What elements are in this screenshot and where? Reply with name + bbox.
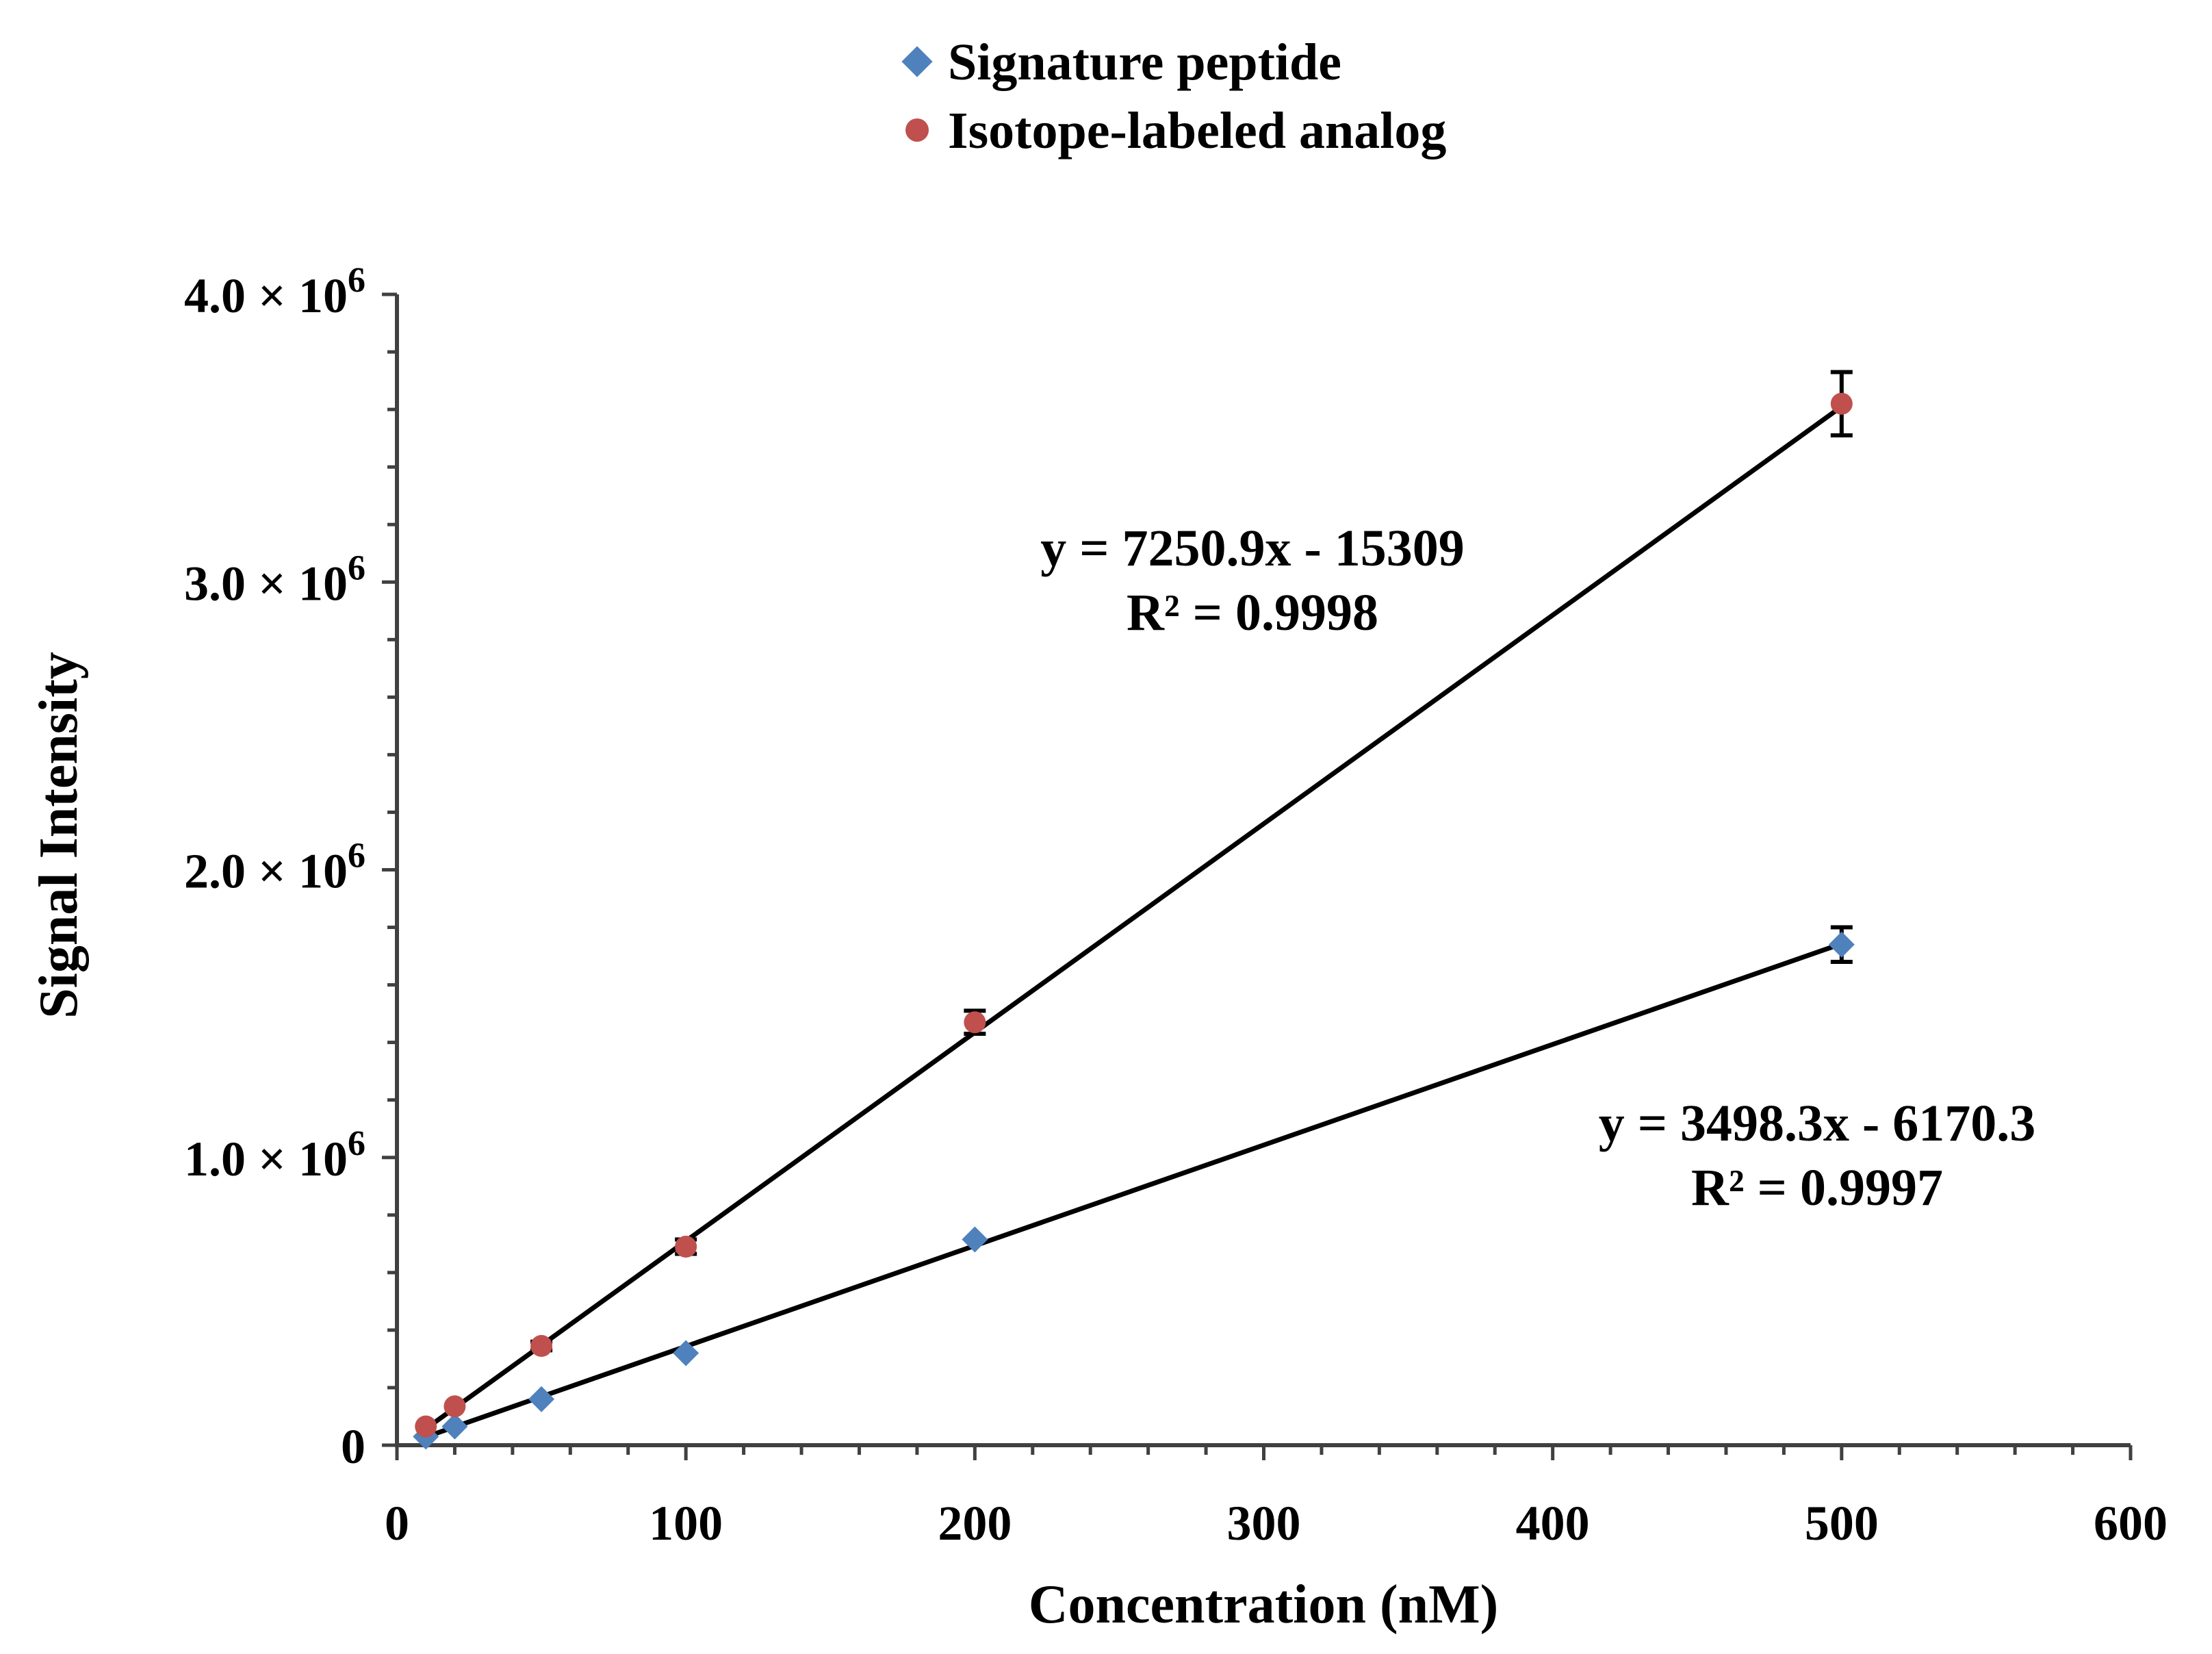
r-squared-signature-peptide: R² = 0.9997	[1691, 1159, 1943, 1217]
equation-text-isotope-analog: y = 7250.9x - 15309	[1040, 520, 1465, 577]
data-points	[413, 392, 1855, 1450]
legend: Signature peptide Isotope-labeled analog	[901, 34, 1446, 160]
y-tick-label: 0	[341, 1419, 365, 1474]
trendlines	[424, 405, 1843, 1440]
x-tick-label: 0	[385, 1496, 409, 1551]
x-tick-label: 600	[2094, 1496, 2168, 1551]
point-signature-peptide	[1828, 931, 1855, 958]
y-tick-label: 3.0 × 106	[184, 548, 365, 611]
point-isotope-analog	[530, 1335, 553, 1358]
y-tick-label: 2.0 × 106	[184, 837, 365, 899]
axes: 0 100 200 300 400 500 600 0 1.0 × 106 2.0 × 106 3…	[184, 261, 2168, 1551]
y-tick-label: 1.0 × 106	[184, 1124, 365, 1186]
y-tick-labels: 0 1.0 × 106 2.0 × 106 3.0 × 106 4.0 × 106	[184, 261, 365, 1474]
point-isotope-analog	[443, 1395, 466, 1418]
point-signature-peptide	[441, 1413, 468, 1440]
point-signature-peptide	[528, 1386, 555, 1412]
y-tick-label: 4.0 × 106	[184, 261, 365, 323]
x-tick-label: 200	[938, 1496, 1012, 1551]
point-isotope-analog	[1830, 392, 1853, 415]
x-axis-title: Concentration (nM)	[1029, 1575, 1499, 1635]
r-squared-isotope-analog: R² = 0.9998	[1127, 584, 1378, 641]
x-tick-labels: 0 100 200 300 400 500 600	[385, 1496, 2168, 1551]
legend-label-signature-peptide: Signature peptide	[948, 34, 1341, 91]
axis-ticks	[382, 292, 2133, 1460]
x-tick-label: 400	[1516, 1496, 1590, 1551]
equation-isotope-analog: y = 7250.9x - 15309 R² = 0.9998	[1040, 520, 1465, 641]
equation-text-signature-peptide: y = 3498.3x - 6170.3	[1599, 1095, 2036, 1152]
y-axis-title: Signal Intensity	[29, 652, 89, 1019]
trendline-series-1	[424, 405, 1843, 1431]
point-isotope-analog	[675, 1236, 697, 1258]
error-bars	[530, 370, 1853, 1353]
legend-marker-signature-peptide	[901, 46, 933, 77]
legend-marker-isotope-analog	[905, 118, 929, 142]
point-signature-peptide	[673, 1340, 699, 1366]
x-tick-label: 100	[649, 1496, 723, 1551]
x-tick-label: 500	[1805, 1496, 1879, 1551]
x-tick-label: 300	[1227, 1496, 1301, 1551]
equation-signature-peptide: y = 3498.3x - 6170.3 R² = 0.9997	[1599, 1095, 2036, 1217]
point-isotope-analog	[964, 1011, 986, 1034]
point-signature-peptide	[962, 1226, 988, 1253]
trendline-series-0	[425, 941, 1842, 1440]
point-isotope-analog	[415, 1415, 437, 1438]
legend-label-isotope-analog: Isotope-labeled analog	[948, 102, 1446, 160]
